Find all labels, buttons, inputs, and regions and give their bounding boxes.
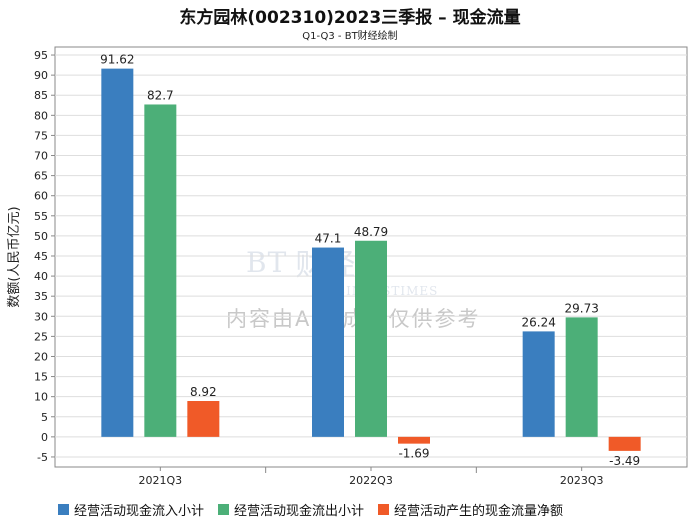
y-tick-label: 60 bbox=[34, 190, 48, 203]
y-tick-label: 35 bbox=[34, 290, 48, 303]
bar bbox=[608, 436, 641, 451]
data-label: -3.49 bbox=[609, 454, 640, 468]
bar bbox=[522, 331, 555, 437]
y-tick-label: 55 bbox=[34, 210, 48, 223]
bar bbox=[187, 401, 220, 437]
y-tick-label: 95 bbox=[34, 49, 48, 62]
data-label: 26.24 bbox=[521, 315, 555, 329]
legend-item-outflow[interactable]: 经营活动现金流出小计 bbox=[218, 500, 364, 519]
y-tick-label: 20 bbox=[34, 350, 48, 363]
data-label: 82.7 bbox=[147, 88, 174, 102]
data-label: -1.69 bbox=[398, 447, 429, 461]
y-axis-label: 数额(人民币亿元) bbox=[7, 206, 22, 307]
bar bbox=[355, 240, 387, 437]
chart-subtitle: Q1-Q3 - BT财经绘制 bbox=[302, 31, 398, 42]
data-label: 8.92 bbox=[190, 385, 217, 399]
y-tick-label: 0 bbox=[41, 431, 48, 444]
y-tick-label: 80 bbox=[34, 109, 48, 122]
legend-item-net[interactable]: 经营活动产生的现金流量净额 bbox=[378, 500, 563, 519]
y-tick-label: 65 bbox=[34, 170, 48, 183]
y-tick-label: 50 bbox=[34, 230, 48, 243]
x-tick-label: 2022Q3 bbox=[349, 474, 393, 487]
bar bbox=[144, 104, 177, 437]
y-tick-label: 40 bbox=[34, 270, 48, 283]
data-label: 29.73 bbox=[564, 301, 598, 315]
legend-swatch-outflow bbox=[218, 504, 230, 515]
y-tick-label: -5 bbox=[37, 451, 48, 464]
bar bbox=[101, 68, 134, 437]
y-tick-label: 75 bbox=[34, 129, 48, 142]
y-tick-label: 25 bbox=[34, 330, 48, 343]
legend-label-outflow: 经营活动现金流出小计 bbox=[234, 504, 365, 519]
data-label: 91.62 bbox=[100, 53, 134, 67]
x-tick-label: 2023Q3 bbox=[560, 474, 604, 487]
bar bbox=[565, 317, 598, 437]
chart-title: 东方园林(002310)2023三季报 – 现金流量 bbox=[179, 8, 521, 28]
y-tick-label: 85 bbox=[34, 89, 48, 102]
bar bbox=[398, 436, 430, 444]
y-tick-label: 15 bbox=[34, 371, 48, 384]
data-label: 47.1 bbox=[315, 232, 342, 246]
data-label: 48.79 bbox=[354, 225, 388, 239]
legend: 经营活动现金流入小计 经营活动现金流出小计 经营活动产生的现金流量净额 bbox=[58, 500, 563, 519]
y-tick-label: 70 bbox=[34, 150, 48, 163]
legend-item-inflow[interactable]: 经营活动现金流入小计 bbox=[58, 500, 204, 519]
y-tick-label: 10 bbox=[34, 391, 48, 404]
legend-swatch-net bbox=[378, 504, 390, 515]
legend-label-net: 经营活动产生的现金流量净额 bbox=[394, 504, 564, 519]
legend-swatch-inflow bbox=[58, 504, 69, 515]
legend-label-inflow: 经营活动现金流入小计 bbox=[74, 504, 205, 519]
y-tick-label: 90 bbox=[34, 69, 48, 82]
x-tick-label: 2021Q3 bbox=[139, 474, 183, 487]
bar bbox=[312, 247, 344, 437]
y-tick-label: 30 bbox=[34, 310, 48, 323]
y-tick-label: 45 bbox=[34, 250, 48, 263]
y-tick-label: 5 bbox=[41, 411, 48, 424]
